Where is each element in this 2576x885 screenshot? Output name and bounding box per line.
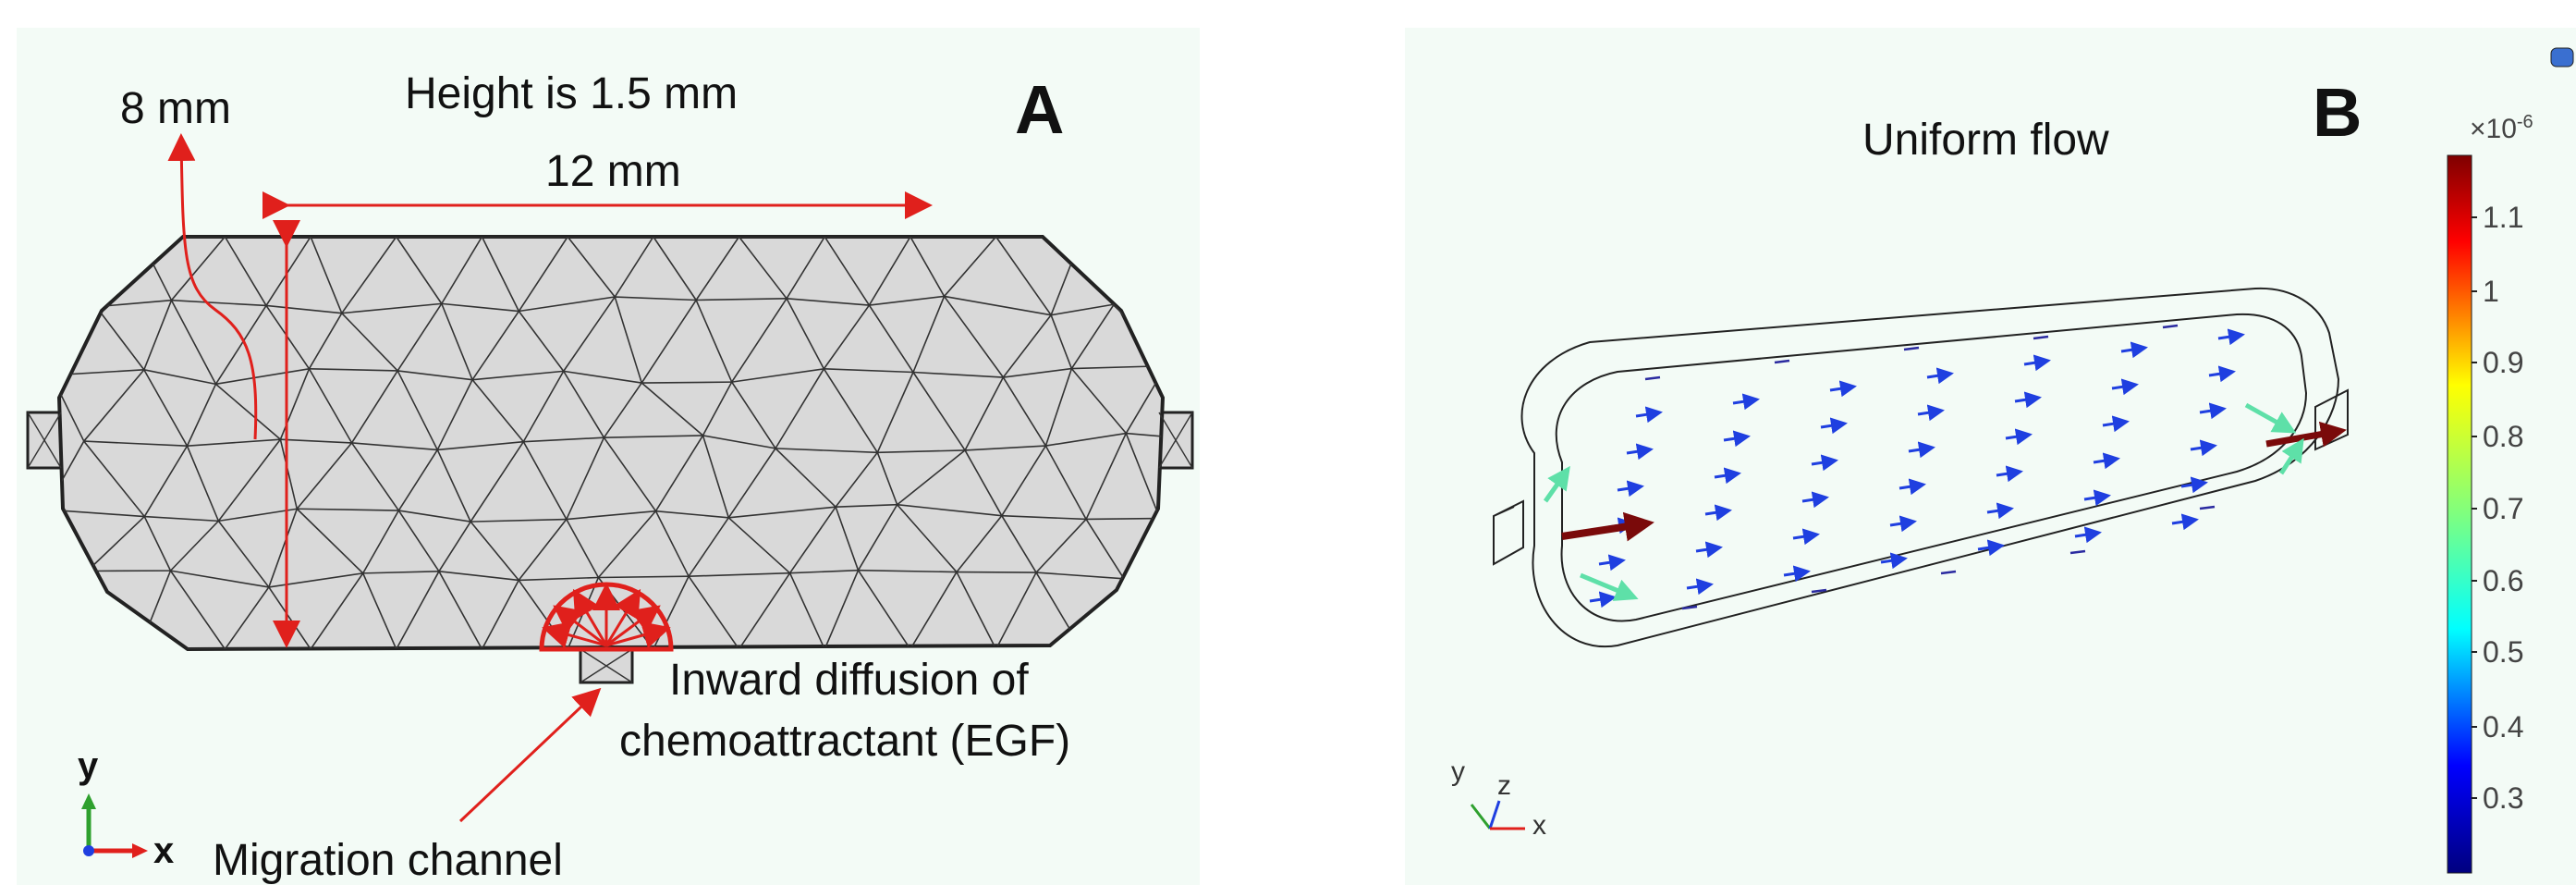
flow-arrow [1820, 417, 1848, 435]
flow-arrow [1880, 552, 1908, 570]
corner-arrow-2 [1580, 572, 1639, 601]
window-icon [2550, 47, 2574, 68]
flow-arrow [1908, 441, 1935, 459]
width-label: 8 mm [120, 84, 231, 133]
chamber-outline-inner [1555, 313, 2308, 622]
flow-arrow [2111, 378, 2139, 396]
panel-b-title: Uniform flow [1862, 116, 2109, 165]
width-leader-line [167, 133, 258, 440]
flow-arrow [1617, 480, 1644, 498]
flow-arrow [1917, 404, 1945, 422]
flow-diagram [1470, 47, 2574, 874]
flow-arrow [2120, 341, 2148, 359]
edge-flow-arrow [1681, 605, 1698, 610]
flow-arrow [1598, 554, 1626, 572]
height-label: Height is 1.5 mm [405, 69, 739, 118]
diffusion-arrows [542, 583, 671, 648]
flow-arrow [1626, 443, 1654, 461]
edge-flow-arrow [1811, 588, 1827, 594]
colorbar-tick-label: 0.4 [2483, 710, 2524, 744]
inlet-arrow [1561, 511, 1654, 542]
axis-triad-b [1470, 800, 1525, 830]
flow-arrow [2190, 439, 2217, 457]
colorbar-tick-label: 0.7 [2483, 492, 2524, 525]
colorbar-exponent: ×10-6 [2470, 112, 2533, 144]
corner-arrow-3 [2244, 402, 2297, 434]
axis-triad-a [81, 793, 148, 858]
edge-flow-arrow [2069, 549, 2086, 555]
corner-arrow-1 [1543, 465, 1570, 503]
axis-z-label-b: z [1497, 770, 1511, 801]
edge-flow-arrow [1903, 346, 1920, 351]
diffusion-label-line2: chemoattractant (EGF) [619, 717, 1071, 766]
flow-arrow [1783, 565, 1811, 583]
flow-arrows [1589, 324, 2245, 610]
flow-arrow [1589, 591, 1617, 608]
channel-label: Migration channel [213, 836, 563, 885]
flow-arrow [2102, 415, 2130, 433]
flow-arrow [2093, 452, 2120, 470]
colorbar-tick-label: 0.6 [2483, 564, 2524, 597]
colorbar-tick-label: 0.3 [2483, 781, 2524, 815]
flow-arrow [1732, 393, 1760, 411]
flow-arrow [1704, 504, 1732, 522]
flow-arrow [2217, 328, 2245, 346]
panel-a: Height is 1.5 mm 8 mm 12 mm A Inward dif… [17, 28, 1200, 885]
outlet-arrow [2265, 421, 2347, 448]
edge-flow-arrow [2199, 505, 2216, 510]
colorbar-tick-label: 1.1 [2483, 201, 2524, 234]
flow-arrow [1792, 528, 1820, 546]
panel-b: Uniform flow B ×10-6 1.1 1 0.9 0.8 0.7 0.6 0.5… [1405, 28, 2576, 885]
length-label: 12 mm [545, 147, 681, 196]
flow-arrow [1714, 467, 1741, 485]
flow-arrow [1635, 406, 1663, 424]
diffusion-label-line1: Inward diffusion of [669, 656, 1029, 705]
edge-flow-arrow [2162, 324, 2179, 329]
flow-arrow [1811, 454, 1838, 472]
corner-arrow-4 [2278, 437, 2304, 475]
colorbar-tick-label: 0.9 [2483, 346, 2524, 379]
outlet-port [2314, 388, 2349, 451]
flow-arrow [2083, 489, 2111, 507]
flow-arrow [2074, 526, 2102, 544]
axis-y-label-a: y [78, 745, 99, 786]
flow-arrow [1723, 430, 1751, 448]
flow-arrow [1986, 502, 2014, 520]
flow-arrow [1926, 367, 1954, 385]
flow-arrow [1686, 578, 1714, 596]
axis-x-label-a: x [153, 830, 175, 871]
inlet-port [1493, 499, 1524, 566]
flow-arrow [2171, 513, 2199, 531]
axis-x-label-b: x [1532, 810, 1546, 841]
flow-arrow [2208, 365, 2236, 383]
flow-arrow [1889, 515, 1917, 533]
axis-y-label-b: y [1451, 756, 1465, 787]
flow-arrow [2005, 428, 2033, 446]
edge-flow-arrow [2033, 335, 2049, 340]
panel-b-letter: B [2313, 74, 2362, 151]
edge-flow-arrow [1774, 359, 1790, 364]
colorbar-tick-label: 1 [2483, 275, 2499, 308]
flow-arrow [2180, 476, 2208, 494]
colorbar-tick-label: 0.5 [2483, 635, 2524, 669]
flow-arrow [1977, 539, 2005, 557]
flow-arrow [2023, 354, 2051, 372]
flow-arrow [1801, 491, 1829, 509]
colorbar-tick-label: 0.8 [2483, 420, 2524, 453]
flow-arrow [2199, 402, 2227, 420]
flow-arrow [1898, 478, 1926, 496]
colorbar [2447, 154, 2472, 874]
edge-flow-arrow [1940, 570, 1957, 575]
chamber-outline-outer [1520, 287, 2340, 648]
flow-arrow [1695, 541, 1723, 559]
mesh-diagram [26, 133, 1194, 858]
flow-arrow [2014, 391, 2042, 409]
edge-flow-arrow [1644, 375, 1661, 381]
panel-a-letter: A [1015, 71, 1065, 148]
flow-arrow [1829, 380, 1857, 398]
flow-arrow [1996, 465, 2023, 483]
channel-pointer-line [458, 687, 602, 823]
